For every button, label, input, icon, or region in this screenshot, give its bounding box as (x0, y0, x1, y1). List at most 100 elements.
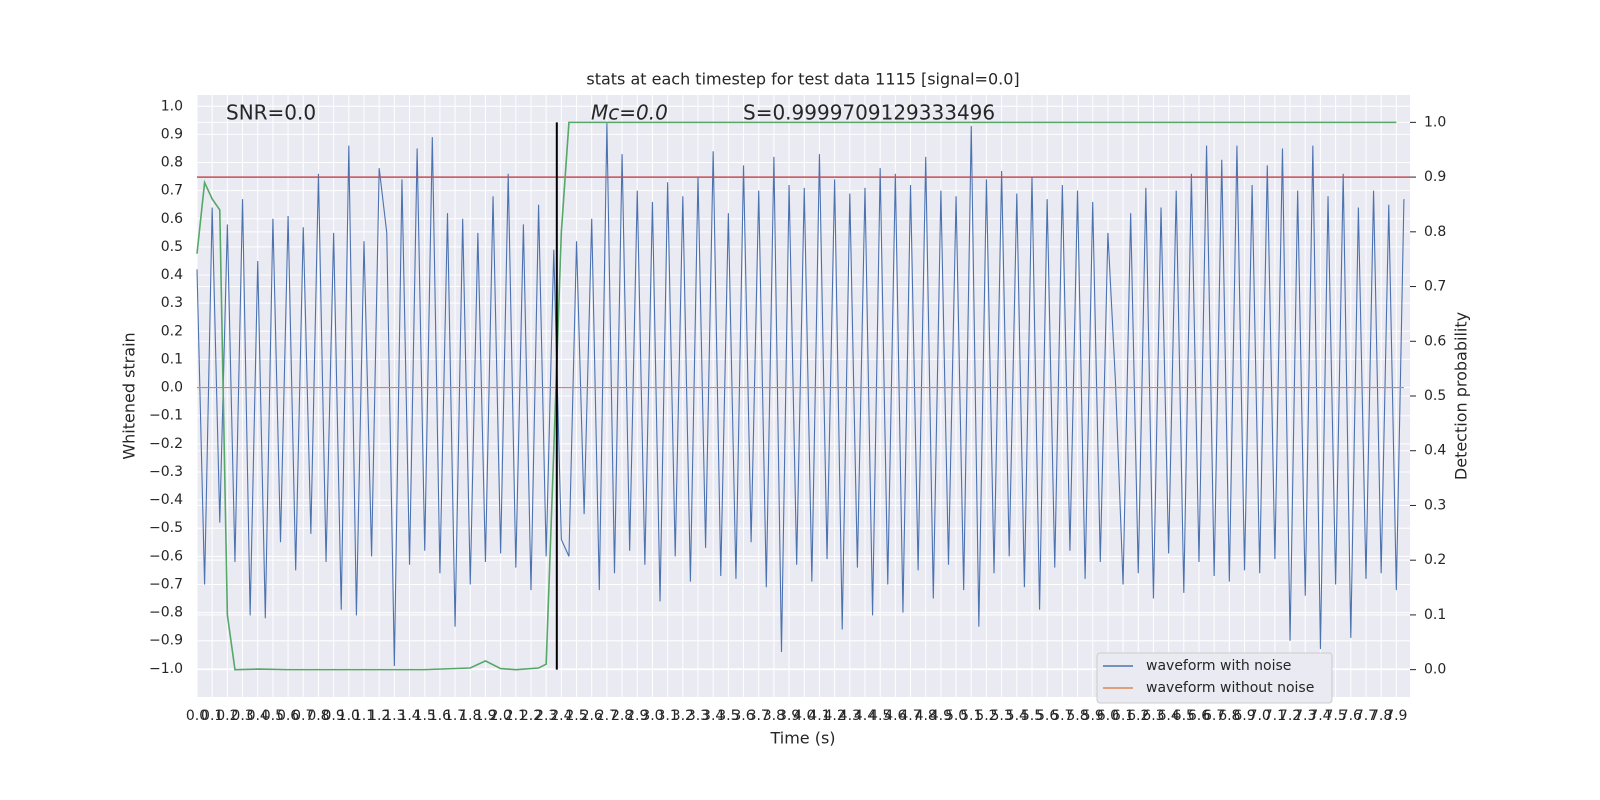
x-tick-label: 6.2 (1127, 708, 1149, 724)
x-tick-label: 3.3 (687, 708, 709, 724)
x-tick-label: 3.6 (732, 708, 754, 724)
x-tick-label: 0.7 (292, 708, 314, 724)
x-tick-label: 2.8 (611, 708, 633, 724)
x-tick-label: 5.5 (1021, 708, 1043, 724)
y2-tick-label: 1.0 (1424, 114, 1446, 130)
legend-box (1096, 652, 1333, 704)
y-tick-label: 0.4 (161, 267, 183, 283)
x-tick-label: 6.4 (1157, 708, 1179, 724)
x-tick-label: 6.0 (1097, 708, 1119, 724)
x-tick-label: 7.1 (1264, 708, 1286, 724)
x-tick-label: 7.2 (1279, 708, 1301, 724)
x-tick-label: 1.9 (474, 708, 496, 724)
x-tick-label: 4.9 (930, 708, 952, 724)
annotation: SNR=0.0 (226, 101, 316, 125)
x-tick-label: 5.9 (1082, 708, 1104, 724)
x-tick-label: 3.7 (748, 708, 770, 724)
x-tick-label: 2.1 (505, 708, 527, 724)
y-tick-label: −0.4 (149, 492, 183, 508)
x-tick-label: 1.5 (414, 708, 436, 724)
x-tick-label: 4.8 (915, 708, 937, 724)
y2-tick-label: 0.9 (1424, 169, 1446, 185)
x-tick-label: 0.3 (231, 708, 253, 724)
x-tick-label: 5.0 (945, 708, 967, 724)
y2-tick-label: 0.0 (1424, 662, 1446, 678)
x-tick-label: 2.3 (535, 708, 557, 724)
x-tick-label: 3.2 (672, 708, 694, 724)
x-tick-label: 3.1 (656, 708, 678, 724)
x-tick-label: 2.0 (489, 708, 511, 724)
x-tick-label: 1.0 (338, 708, 360, 724)
y-tick-label: 0.6 (161, 211, 183, 227)
x-tick-label: 6.8 (1218, 708, 1240, 724)
x-tick-label: 3.8 (763, 708, 785, 724)
x-tick-label: 1.4 (398, 708, 420, 724)
x-tick-label: 4.0 (793, 708, 815, 724)
y-tick-label: 1.0 (161, 98, 183, 114)
y2-tick-label: 0.4 (1424, 443, 1446, 459)
x-tick-label: 0.2 (216, 708, 238, 724)
x-axis-label: Time (s) (769, 729, 835, 748)
y-tick-label: −0.6 (149, 548, 183, 564)
x-tick-label: 3.9 (778, 708, 800, 724)
x-tick-label: 6.7 (1203, 708, 1225, 724)
y2-tick-label: 0.5 (1424, 388, 1446, 404)
x-tick-label: 0.9 (323, 708, 345, 724)
y-tick-label: 0.9 (161, 126, 183, 142)
annotation: S=0.9999709129333496 (743, 101, 995, 125)
series-line (196, 123, 1405, 667)
x-tick-label: 3.0 (641, 708, 663, 724)
legend-label: waveform without noise (1146, 680, 1314, 696)
y2-tick-label: 0.3 (1424, 497, 1446, 513)
y-tick-label: −0.8 (149, 605, 183, 621)
x-tick-label: 7.3 (1294, 708, 1316, 724)
y2-axis-label: Detection probability (1452, 312, 1471, 480)
y2-tick-label: 0.6 (1424, 333, 1446, 349)
x-tick-label: 1.8 (459, 708, 481, 724)
y2-tick-label: 0.2 (1424, 552, 1446, 568)
x-tick-label: 6.9 (1233, 708, 1255, 724)
x-tick-label: 3.5 (717, 708, 739, 724)
y-axis-label: Whitened strain (120, 332, 139, 459)
x-tick-label: 7.7 (1355, 708, 1377, 724)
x-tick-label: 0.0 (186, 708, 208, 724)
x-tick-label: 7.8 (1370, 708, 1392, 724)
x-tick-label: 5.2 (975, 708, 997, 724)
x-tick-label: 0.4 (247, 708, 269, 724)
x-tick-label: 2.5 (565, 708, 587, 724)
x-tick-label: 6.5 (1173, 708, 1195, 724)
x-tick-label: 1.6 (429, 708, 451, 724)
x-tick-label: 4.6 (884, 708, 906, 724)
x-tick-label: 3.4 (702, 708, 724, 724)
x-tick-label: 2.9 (626, 708, 648, 724)
y-tick-label: −0.2 (149, 436, 183, 452)
x-tick-label: 2.7 (596, 708, 618, 724)
y2-tick-label: 0.8 (1424, 224, 1446, 240)
y-tick-label: −0.5 (149, 520, 183, 536)
x-tick-label: 6.3 (1142, 708, 1164, 724)
x-tick-label: 5.3 (990, 708, 1012, 724)
x-tick-label: 7.4 (1309, 708, 1331, 724)
x-tick-label: 1.1 (353, 708, 375, 724)
y-tick-label: −0.1 (149, 408, 183, 424)
y-tick-label: 0.5 (161, 239, 183, 255)
y-tick-label: −1.0 (149, 661, 183, 677)
x-tick-label: 1.3 (383, 708, 405, 724)
x-tick-label: 1.2 (368, 708, 390, 724)
x-tick-label: 7.9 (1385, 708, 1407, 724)
x-tick-label: 0.8 (307, 708, 329, 724)
x-tick-label: 6.6 (1188, 708, 1210, 724)
x-tick-label: 4.1 (808, 708, 830, 724)
x-tick-label: 4.5 (869, 708, 891, 724)
x-tick-label: 0.1 (201, 708, 223, 724)
y-tick-label: 0.0 (161, 380, 183, 396)
x-tick-label: 4.2 (823, 708, 845, 724)
y-tick-label: 0.7 (161, 183, 183, 199)
y2-tick-label: 0.1 (1424, 607, 1446, 623)
x-tick-label: 5.7 (1051, 708, 1073, 724)
y2-tick-label: 0.7 (1424, 279, 1446, 295)
y-tick-label: 0.3 (161, 295, 183, 311)
y-tick-label: 0.1 (161, 351, 183, 367)
series-line (196, 121, 1397, 671)
